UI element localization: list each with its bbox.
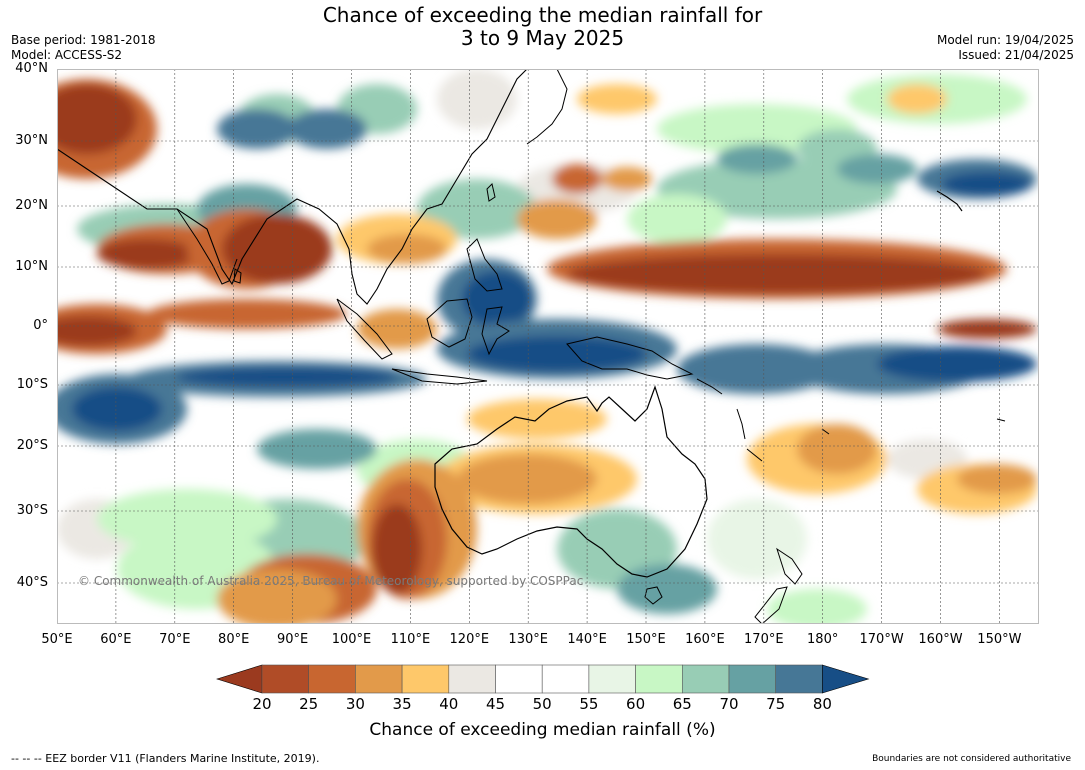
samoa — [996, 418, 1006, 422]
map-frame — [57, 69, 1039, 624]
colorbar-tick-label: 60 — [626, 695, 646, 713]
colorbar-segment — [681, 664, 730, 694]
title-line-2: 3 to 9 May 2025 — [460, 26, 625, 50]
lat-label: 40°N — [15, 61, 48, 76]
lon-label: 180° — [807, 632, 839, 647]
lat-label: 10°S — [16, 377, 48, 392]
colorbar-tick-label: 30 — [345, 695, 365, 713]
lon-label: 150°E — [626, 632, 666, 647]
lon-label: 160°W — [918, 632, 963, 647]
colorbar-segment — [635, 664, 683, 694]
colorbar-under-triangle — [216, 664, 263, 694]
fiji — [821, 428, 830, 435]
colorbar-tick-label: 35 — [392, 695, 412, 713]
lat-label: 20°S — [16, 438, 48, 453]
java — [391, 368, 488, 385]
colorbar-tick-label: 50 — [532, 695, 552, 713]
lat-label: 10°N — [15, 259, 48, 274]
lon-label: 130°E — [508, 632, 548, 647]
sri-lanka — [233, 268, 242, 284]
india-peninsula — [176, 208, 238, 285]
run-info: Model run: 19/04/2025 Issued: 21/04/2025 — [937, 33, 1074, 63]
taiwan — [486, 183, 496, 202]
colorbar-tick-label: 65 — [672, 695, 692, 713]
boundaries-disclaimer: Boundaries are not considered authoritat… — [872, 754, 1071, 764]
lon-label: 100°E — [331, 632, 372, 647]
colorbar-label: Chance of exceeding median rainfall (%) — [369, 720, 716, 740]
lon-label: 170°W — [859, 632, 904, 647]
hawaii — [936, 190, 963, 212]
colorbar-over-triangle — [822, 664, 870, 694]
base-period: Base period: 1981-2018 — [11, 33, 156, 47]
title-line-1: Chance of exceeding the median rainfall … — [322, 3, 763, 27]
lon-label: 80°E — [218, 632, 250, 647]
sulawesi — [481, 306, 510, 356]
tasmania — [644, 586, 663, 605]
new-zealand-north — [776, 547, 803, 585]
rainfall-field — [57, 69, 1037, 624]
model-run: Model run: 19/04/2025 — [936, 33, 1074, 47]
base-info: Base period: 1981-2018 Model: ACCESS-S2 — [11, 33, 156, 63]
colorbar-tick-label: 40 — [439, 695, 459, 713]
map-title: Chance of exceeding the median rainfall … — [0, 4, 1085, 50]
lon-label: 50°E — [41, 632, 73, 647]
colorbar-segment — [448, 664, 496, 694]
lat-label: 30°N — [15, 133, 48, 148]
lon-label: 150°W — [977, 632, 1022, 647]
colorbar-segment — [775, 664, 823, 694]
colorbar-segment — [588, 664, 636, 694]
japan — [526, 69, 568, 145]
lat-label: 30°S — [16, 503, 48, 518]
colorbar-segment — [495, 664, 543, 694]
rainfall-map[interactable] — [57, 69, 1039, 624]
sumatra — [336, 298, 393, 360]
lon-label: 140°E — [567, 632, 607, 647]
eez-border-note: -- -- -- EEZ border V11 (Flanders Marine… — [11, 752, 320, 765]
colorbar-segment — [401, 664, 450, 694]
colorbar-tick-label: 25 — [299, 695, 319, 713]
lon-label: 70°E — [159, 632, 191, 647]
colorbar-segment — [541, 664, 590, 694]
lat-label: 0° — [33, 318, 48, 333]
colorbar-segment — [355, 664, 403, 694]
lon-label: 120°E — [449, 632, 490, 647]
philippines — [466, 238, 503, 292]
colorbar-segment — [308, 664, 356, 694]
asia-coastline — [57, 69, 528, 305]
lon-label: 90°E — [276, 632, 309, 647]
vanuatu — [736, 408, 746, 440]
colorbar-tick-label: 55 — [579, 695, 599, 713]
new-guinea — [566, 336, 694, 380]
model-name: Model: ACCESS-S2 — [11, 48, 123, 62]
colorbar-segment — [728, 664, 777, 694]
lon-label: 110°E — [390, 632, 431, 647]
lat-label: 20°N — [15, 198, 48, 213]
borneo — [426, 298, 473, 348]
solomon-islands — [696, 378, 723, 395]
colorbar-tick-label: 80 — [812, 695, 832, 713]
lon-label: 160°E — [685, 632, 725, 647]
new-caledonia — [746, 448, 763, 462]
issued-date: Issued: 21/04/2025 — [958, 48, 1074, 62]
lon-label: 170°E — [744, 632, 784, 647]
colorbar-tick-label: 20 — [252, 695, 272, 713]
lat-label: 40°S — [16, 575, 48, 590]
graticule — [57, 69, 1039, 624]
colorbar — [216, 664, 870, 694]
new-zealand-south — [754, 586, 788, 624]
lon-label: 60°E — [100, 632, 132, 647]
copyright-text: © Commonwealth of Australia 2025, Bureau… — [78, 574, 584, 588]
colorbar-tick-label: 75 — [766, 695, 786, 713]
colorbar-tick-label: 45 — [485, 695, 506, 713]
colorbar-segment — [261, 664, 310, 694]
colorbar-tick-label: 70 — [719, 695, 739, 713]
